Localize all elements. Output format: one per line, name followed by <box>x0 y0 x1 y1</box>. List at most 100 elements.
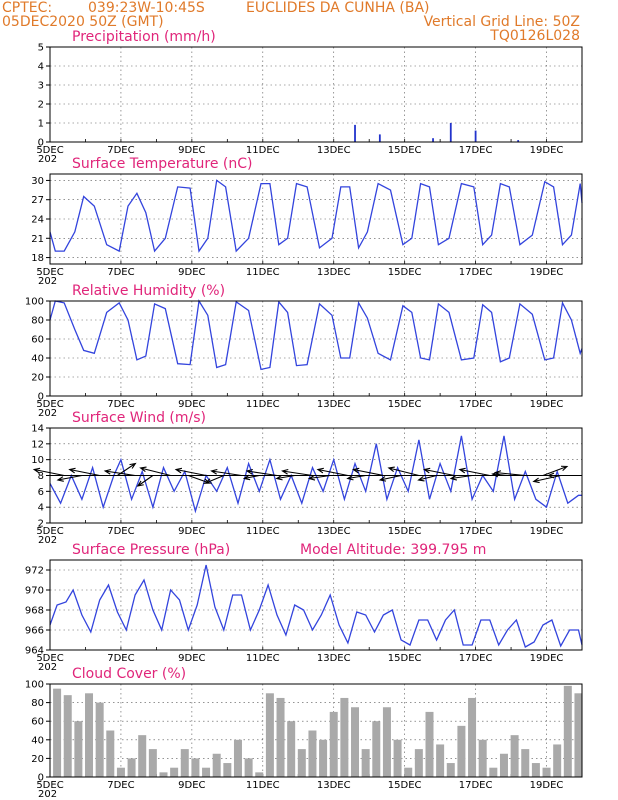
y-tick-label: 1 <box>38 119 44 130</box>
x-tick-label: 11DEC <box>246 399 280 410</box>
cloud-bar <box>287 721 296 777</box>
cloud-bar <box>446 763 455 777</box>
y-tick-label: 40 <box>31 735 44 746</box>
cloud-bar <box>372 721 381 777</box>
y-tick-label: 4 <box>38 62 44 73</box>
cloud-bar <box>308 730 317 777</box>
cloud-bar <box>138 735 147 777</box>
cloud-bar <box>563 685 572 777</box>
x-year-label: 202 <box>38 276 57 287</box>
x-tick-label: 7DEC <box>107 399 134 410</box>
panel-frame <box>49 173 583 265</box>
x-tick-label: 19DEC <box>530 267 564 278</box>
y-tick-label: 100 <box>25 297 44 308</box>
x-year-label: 202 <box>38 535 57 546</box>
x-tick-label: 5DEC <box>36 526 63 537</box>
y-tick-label: 2 <box>38 519 44 530</box>
cloud-bar <box>553 744 562 777</box>
x-tick-label: 15DEC <box>388 267 422 278</box>
x-tick-label: 13DEC <box>317 267 351 278</box>
x-year-label: 202 <box>38 662 57 673</box>
y-tick-label: 5 <box>38 43 44 54</box>
panel-1: Surface Temperature (nC) 18 21 24 27 30 5DEC 7D… <box>31 156 583 287</box>
cloud-bar <box>414 749 423 777</box>
cloud-bar <box>255 772 264 777</box>
x-tick-label: 9DEC <box>178 145 205 156</box>
x-tick-label: 15DEC <box>388 653 422 664</box>
panel-title: Surface Pressure (hPa) <box>72 542 230 558</box>
wind-arrow <box>242 474 260 481</box>
x-tick-label: 5DEC <box>36 145 63 156</box>
cloud-bar <box>457 725 466 777</box>
x-tick-label: 11DEC <box>246 267 280 278</box>
x-tick-label: 9DEC <box>178 526 205 537</box>
x-tick-label: 15DEC <box>388 145 422 156</box>
x-tick-label: 19DEC <box>530 653 564 664</box>
cloud-bar <box>148 749 157 777</box>
header-coords: 039:23W-10:45S <box>88 0 205 16</box>
cloud-bar <box>223 763 232 777</box>
x-tick-label: 13DEC <box>317 399 351 410</box>
panel-title: Relative Humidity (%) <box>72 283 225 299</box>
y-tick-label: 14 <box>31 424 44 435</box>
x-tick-label: 17DEC <box>459 267 493 278</box>
x-tick-label: 19DEC <box>530 399 564 410</box>
x-tick-label: 5DEC <box>36 653 63 664</box>
x-tick-label: 11DEC <box>246 145 280 156</box>
panel-title: Surface Wind (m/s) <box>72 410 206 426</box>
header-code: TQ0126L028 <box>489 28 580 44</box>
panel-4: Surface Pressure (hPa) Model Altitude: 39… <box>25 542 583 673</box>
cloud-bar <box>297 749 306 777</box>
cloud-bar <box>191 758 200 777</box>
wind-arrow <box>542 465 569 477</box>
cloud-bar <box>180 749 189 777</box>
panel-title: Cloud Cover (%) <box>72 666 186 682</box>
cloud-bar <box>95 702 104 777</box>
x-tick-label: 13DEC <box>317 145 351 156</box>
wind-arrow <box>210 468 242 477</box>
panel-5: Cloud Cover (%) 0 20 40 60 80 100 5DEC 7DEC 9DEC 1… <box>25 666 583 800</box>
x-tick-label: 15DEC <box>388 399 422 410</box>
x-tick-label: 19DEC <box>530 145 564 156</box>
x-year-label: 202 <box>38 789 57 800</box>
panel-title: Surface Temperature (nC) <box>72 156 253 172</box>
x-tick-label: 7DEC <box>107 653 134 664</box>
y-tick-label: 964 <box>25 646 44 657</box>
wind-arrow <box>56 474 83 482</box>
cloud-bar <box>265 693 274 777</box>
x-tick-label: 17DEC <box>459 653 493 664</box>
y-tick-label: 968 <box>25 606 44 617</box>
wind-arrow <box>281 468 313 477</box>
x-tick-label: 7DEC <box>107 145 134 156</box>
x-tick-label: 17DEC <box>459 526 493 537</box>
wind-arrow <box>204 474 224 484</box>
wind-arrow <box>449 474 473 481</box>
x-tick-label: 7DEC <box>107 780 134 791</box>
wind-arrow <box>352 467 384 477</box>
wind-arrow <box>136 475 154 487</box>
y-tick-label: 20 <box>31 754 44 765</box>
x-tick-label: 15DEC <box>388 526 422 537</box>
cloud-bar <box>468 697 477 777</box>
header-location: EUCLIDES DA CUNHA (BA) <box>246 0 429 16</box>
y-tick-label: 40 <box>31 354 44 365</box>
cloud-bar <box>202 767 211 777</box>
x-tick-label: 17DEC <box>459 780 493 791</box>
panel-0: Precipitation (mm/h) 0 1 2 3 4 5 5DEC 7DEC 9DEC 11… <box>36 29 583 165</box>
cloud-bar <box>531 763 540 777</box>
y-tick-label: 2 <box>38 100 44 111</box>
y-tick-label: 30 <box>31 176 44 187</box>
series-line <box>49 435 582 514</box>
y-tick-label: 0 <box>38 138 44 149</box>
cloud-bar <box>106 730 115 777</box>
wind-arrow <box>32 467 65 477</box>
wind-arrow <box>275 474 295 481</box>
panel-frame <box>49 427 583 524</box>
x-tick-label: 17DEC <box>459 145 493 156</box>
cloud-bar <box>74 721 83 777</box>
wind-arrow <box>68 467 100 477</box>
y-tick-label: 21 <box>31 234 44 245</box>
x-tick-label: 11DEC <box>246 653 280 664</box>
x-tick-label: 15DEC <box>388 780 422 791</box>
y-tick-label: 8 <box>38 471 44 482</box>
